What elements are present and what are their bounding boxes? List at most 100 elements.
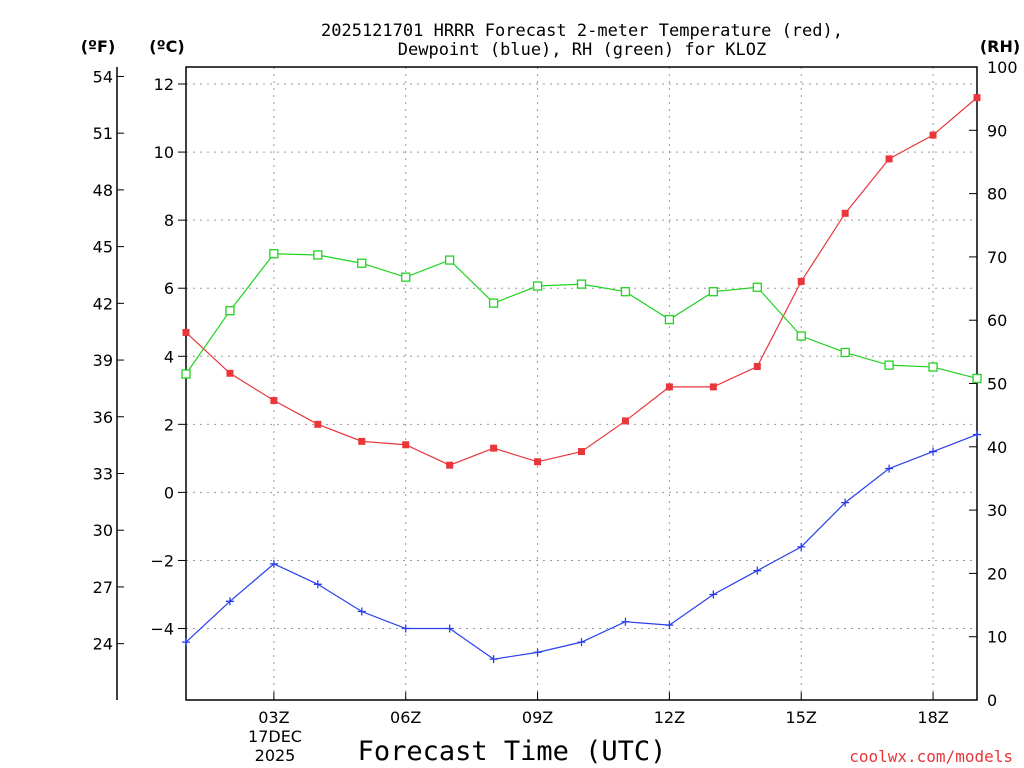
dewpoint-point <box>973 430 981 439</box>
dewpoint-point <box>489 655 498 664</box>
fahrenheit-tick-label: 42 <box>93 294 113 313</box>
rh-tick-label: 40 <box>987 438 1007 457</box>
temperature-point <box>182 328 190 336</box>
date-label-day: 17DEC <box>248 727 302 746</box>
celsius-tick-label: 0 <box>164 483 174 502</box>
rh-tick-label: 70 <box>987 248 1007 267</box>
dewpoint-point <box>225 597 234 606</box>
tick-labels: −4−2024681012242730333639424548515401020… <box>93 58 1018 727</box>
celsius-tick-label: −2 <box>150 551 174 570</box>
dewpoint-line <box>185 433 978 660</box>
rh-point <box>445 255 455 265</box>
dewpoint-point <box>401 624 410 633</box>
rh-series <box>181 249 982 384</box>
temperature-point <box>578 448 585 456</box>
credit-text[interactable]: coolwx.com/models <box>849 747 1013 766</box>
dewpoint-point <box>357 607 366 616</box>
dewpoint-point <box>182 638 190 647</box>
dewpoint-point <box>929 447 938 456</box>
dewpoint-point <box>753 566 762 575</box>
celsius-axis-unit: (ºC) <box>149 37 184 56</box>
rh-point <box>357 258 367 268</box>
dewpoint-point <box>621 617 630 626</box>
dewpoint-point <box>841 498 850 507</box>
rh-point <box>225 306 235 316</box>
dewpoint-point <box>885 464 894 473</box>
dewpoint-point <box>797 542 806 551</box>
fahrenheit-axis-unit: (ºF) <box>81 37 116 56</box>
temperature-point <box>314 420 322 428</box>
data-series <box>181 94 982 664</box>
rh-tick-label: 0 <box>987 691 997 710</box>
temperature-point <box>534 458 542 466</box>
fahrenheit-tick-label: 54 <box>93 67 113 86</box>
temperature-point <box>490 444 498 452</box>
rh-point <box>181 369 191 379</box>
celsius-tick-label: 6 <box>164 279 174 298</box>
x-tick-label: 12Z <box>654 708 685 727</box>
rh-point <box>928 362 938 372</box>
rh-point <box>313 250 323 260</box>
dewpoint-point <box>269 559 278 568</box>
rh-point <box>664 314 675 325</box>
celsius-tick-label: −4 <box>150 620 174 639</box>
rh-point <box>620 287 631 297</box>
temperature-series <box>182 94 981 469</box>
x-tick-label: 09Z <box>522 708 553 727</box>
temperature-point <box>270 397 278 405</box>
dewpoint-point <box>577 638 586 647</box>
temperature-point <box>621 417 629 425</box>
dewpoint-point <box>313 580 322 589</box>
celsius-tick-label: 2 <box>164 415 174 434</box>
x-tick-label: 18Z <box>917 708 948 727</box>
rh-axis-unit: (RH) <box>980 37 1020 56</box>
fahrenheit-tick-label: 24 <box>93 635 113 654</box>
fahrenheit-tick-label: 48 <box>93 181 113 200</box>
rh-point <box>840 347 850 358</box>
dewpoint-point <box>709 590 718 599</box>
celsius-tick-label: 12 <box>154 75 174 94</box>
x-tick-label: 06Z <box>390 708 421 727</box>
chart-title: 2025121701 HRRR Forecast 2-meter Tempera… <box>321 21 843 41</box>
plot-frame <box>185 66 978 701</box>
rh-tick-label: 60 <box>987 311 1007 330</box>
celsius-tick-label: 10 <box>154 143 174 162</box>
celsius-tick-label: 4 <box>164 347 174 366</box>
x-axis-label: Forecast Time (UTC) <box>358 736 667 767</box>
rh-point <box>488 298 499 308</box>
fahrenheit-tick-label: 45 <box>93 238 113 257</box>
x-tick-label: 03Z <box>258 708 289 727</box>
chart-title-line2: Dewpoint (blue), RH (green) for KLOZ <box>398 40 766 60</box>
rh-point <box>401 272 411 282</box>
fahrenheit-tick-label: 30 <box>93 521 113 540</box>
celsius-tick-label: 8 <box>164 211 174 230</box>
rh-point <box>796 331 806 341</box>
temperature-point <box>797 277 805 285</box>
fahrenheit-tick-label: 27 <box>93 578 113 597</box>
rh-point <box>752 282 762 292</box>
temperature-point <box>885 155 893 163</box>
temperature-point <box>973 94 981 102</box>
dewpoint-series <box>182 430 981 664</box>
rh-point <box>532 281 543 291</box>
temperature-point <box>753 362 761 370</box>
grid-lines <box>186 67 977 700</box>
rh-point <box>576 279 587 289</box>
fahrenheit-tick-label: 39 <box>93 351 113 370</box>
date-label-year: 2025 <box>255 746 296 765</box>
rh-tick-label: 80 <box>987 185 1007 204</box>
fahrenheit-tick-label: 33 <box>93 464 113 483</box>
rh-tick-label: 10 <box>987 628 1007 647</box>
temperature-point <box>402 441 410 449</box>
dewpoint-point <box>533 648 542 657</box>
rh-point <box>708 287 718 297</box>
rh-tick-label: 30 <box>987 501 1007 520</box>
rh-tick-label: 90 <box>987 121 1007 140</box>
dewpoint-point <box>445 624 454 633</box>
rh-point <box>884 360 894 370</box>
dewpoint-point <box>665 621 674 630</box>
x-tick-label: 15Z <box>786 708 817 727</box>
temperature-point <box>226 369 234 377</box>
temperature-point <box>841 209 849 217</box>
